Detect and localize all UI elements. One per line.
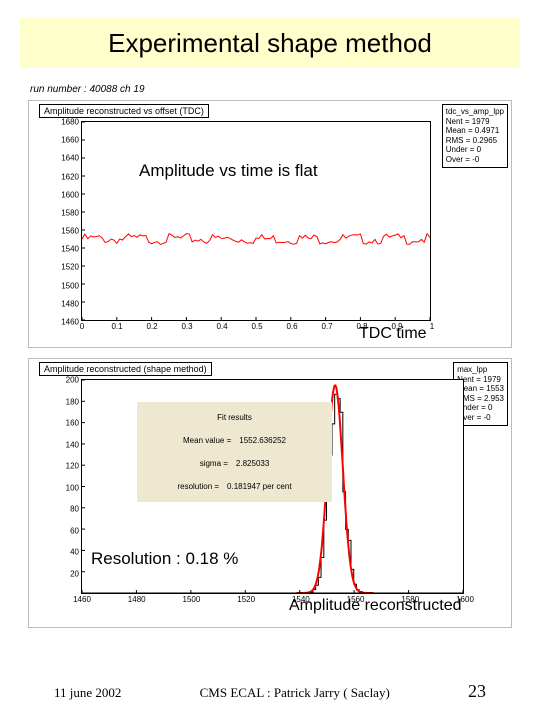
stat-row: Nent = 1979 [457, 375, 504, 385]
chart-amplitude-shape: Amplitude reconstructed (shape method) m… [28, 358, 512, 628]
x-tick: 1500 [183, 593, 201, 604]
fit-mean-row: Mean value = 1552.636252 [183, 436, 286, 445]
stat-row: Under = 0 [446, 145, 504, 155]
slide-title: Experimental shape method [20, 18, 520, 68]
plot1-area: 1460148015001520154015601580160016201640… [81, 121, 431, 321]
y-tick: 1560 [61, 227, 82, 236]
y-tick: 1540 [61, 245, 82, 254]
x-tick: 0.2 [146, 320, 157, 331]
footer-date: 11 june 2002 [54, 685, 121, 701]
stat-row: RMS = 0.2965 [446, 136, 504, 146]
x-tick: 0.7 [321, 320, 332, 331]
fit-title: Fit results [217, 413, 252, 422]
run-number-label: run number : 40088 ch 19 [30, 84, 145, 95]
chart1-xlabel: TDC time [359, 325, 427, 343]
y-tick: 20 [70, 569, 82, 578]
chart2-annotation: Resolution : 0.18 % [91, 549, 238, 569]
stat-row: RMS = 2.953 [457, 394, 504, 404]
y-tick: 1620 [61, 172, 82, 181]
y-tick: 80 [70, 505, 82, 514]
plot1-svg [82, 122, 430, 320]
fit-results-box: Fit results Mean value = 1552.636252 sig… [137, 402, 332, 502]
y-tick: 1580 [61, 208, 82, 217]
chart2-title: Amplitude reconstructed (shape method) [39, 362, 212, 376]
y-tick: 1480 [61, 299, 82, 308]
y-tick: 200 [66, 376, 82, 385]
y-tick: 1660 [61, 136, 82, 145]
footer-center: CMS ECAL : Patrick Jarry ( Saclay) [200, 685, 390, 701]
y-tick: 60 [70, 526, 82, 535]
stat-row: Nent = 1979 [446, 117, 504, 127]
chart1-annotation: Amplitude vs time is flat [139, 161, 318, 181]
x-tick: 0.6 [286, 320, 297, 331]
chart1-title: Amplitude reconstructed vs offset (TDC) [39, 104, 209, 118]
y-tick: 1600 [61, 190, 82, 199]
x-tick: 1480 [128, 593, 146, 604]
page-number: 23 [468, 681, 486, 702]
stat-row: Mean = 1553 [457, 384, 504, 394]
title-text: Experimental shape method [108, 28, 432, 59]
stat-row: max_lpp [457, 365, 504, 375]
stat-row: Over = -0 [457, 413, 504, 423]
stat-row: Under = 0 [457, 403, 504, 413]
x-tick: 1 [430, 320, 434, 331]
fit-res-row: resolution = 0.181947 per cent [177, 482, 291, 491]
y-tick: 1680 [61, 118, 82, 127]
y-tick: 100 [66, 483, 82, 492]
y-tick: 180 [66, 397, 82, 406]
y-tick: 1520 [61, 263, 82, 272]
stat-row: tdc_vs_amp_lpp [446, 107, 504, 117]
x-tick: 1460 [73, 593, 91, 604]
y-tick: 40 [70, 548, 82, 557]
x-tick: 0.3 [181, 320, 192, 331]
x-tick: 0.5 [251, 320, 262, 331]
x-tick: 0 [80, 320, 84, 331]
fit-sigma-row: sigma = 2.825033 [200, 459, 270, 468]
y-tick: 120 [66, 462, 82, 471]
chart-amplitude-vs-offset: Amplitude reconstructed vs offset (TDC) … [28, 100, 512, 348]
x-tick: 0.1 [111, 320, 122, 331]
chart2-xlabel: Amplitude reconstructed [289, 597, 462, 615]
stat-row: Mean = 0.4971 [446, 126, 504, 136]
y-tick: 1640 [61, 154, 82, 163]
y-tick: 160 [66, 419, 82, 428]
chart1-stats: tdc_vs_amp_lpp Nent = 1979 Mean = 0.4971… [442, 104, 508, 168]
slide-footer: 11 june 2002 CMS ECAL : Patrick Jarry ( … [0, 681, 540, 702]
y-tick: 140 [66, 440, 82, 449]
y-tick: 1500 [61, 281, 82, 290]
x-tick: 0.4 [216, 320, 227, 331]
stat-row: Over = -0 [446, 155, 504, 165]
x-tick: 1520 [237, 593, 255, 604]
